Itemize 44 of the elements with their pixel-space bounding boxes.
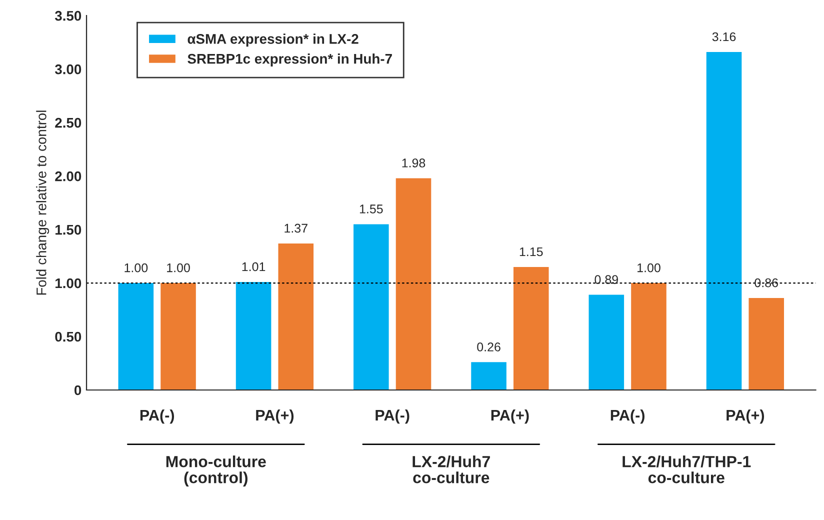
text: LX-2/Huh7 co-culture — [412, 456, 490, 484]
bar — [118, 283, 154, 390]
bar — [160, 283, 196, 390]
data-label: 0.89 — [594, 275, 618, 284]
bar — [396, 178, 432, 390]
data-label: 1.15 — [520, 247, 543, 256]
data-label: 1.00 — [124, 263, 148, 272]
y-axis-title: Fold change relative to control — [36, 110, 50, 295]
x-tick-label: PA(+) — [491, 409, 529, 424]
legend-label: αSMA expression* in LX-2 — [188, 34, 358, 47]
data-label: 3.16 — [712, 32, 736, 42]
data-label: 1.37 — [284, 224, 308, 233]
x-tick-label: PA(+) — [256, 409, 294, 424]
data-label: 1.00 — [167, 263, 190, 272]
data-label: 0.26 — [477, 342, 500, 352]
x-tick-label: PA(+) — [726, 409, 764, 424]
y-tick-label: 0 — [74, 385, 82, 396]
y-tick-label: 3.00 — [54, 64, 82, 74]
y-tick-label: 2.00 — [55, 171, 82, 182]
y-tick-label: 3.50 — [54, 10, 82, 21]
data-label: 1.01 — [242, 262, 266, 272]
x-tick-label: PA(-) — [610, 409, 644, 424]
bar — [354, 224, 389, 390]
x-tick-label: PA(-) — [376, 409, 410, 424]
y-tick-label: 1.50 — [56, 224, 82, 235]
bar — [588, 294, 624, 390]
y-tick-label: 1.00 — [56, 278, 82, 288]
data-label: 0.86 — [754, 278, 778, 288]
data-label: 1.55 — [360, 204, 383, 214]
bar — [471, 362, 506, 390]
bar — [513, 266, 549, 390]
legend-label: SREBP1c expression* in Huh-7 — [188, 54, 392, 66]
y-tick-label: 2.50 — [55, 118, 82, 128]
bar — [748, 298, 784, 390]
text: LX-2/Huh7/THP-1 co-culture — [622, 456, 751, 484]
bar — [631, 283, 666, 390]
data-label: 1.98 — [402, 158, 426, 168]
x-tick-label: PA(-) — [140, 409, 174, 424]
text: Mono-culture (control) — [166, 456, 266, 486]
bar — [236, 282, 272, 390]
bar — [706, 52, 742, 390]
data-label: 1.00 — [638, 263, 660, 272]
y-tick-label: 0.50 — [55, 332, 82, 342]
bar — [278, 243, 314, 390]
